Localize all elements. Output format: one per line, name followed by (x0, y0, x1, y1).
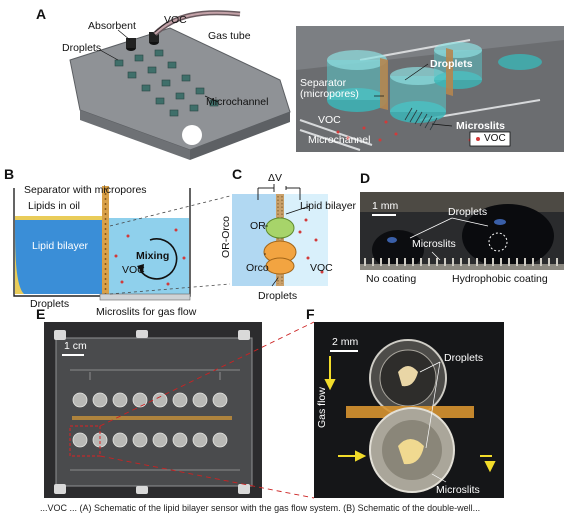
label-microchannel-a-left: Microchannel (206, 96, 269, 108)
label-or: OR (250, 220, 266, 232)
label-scale-2mm: 2 mm (332, 336, 359, 348)
label-droplets-c: Droplets (258, 290, 298, 302)
panel-label-f: F (306, 306, 315, 322)
label-gas-tube: Gas tube (208, 30, 251, 42)
label-lipid-bilayer-b: Lipid bilayer (32, 240, 89, 252)
label-voc-b: VOC (122, 264, 145, 276)
label-droplets-a-left: Droplets (62, 42, 102, 54)
label-orco: Orco (246, 262, 269, 274)
label-or-orco: OR-Orco (220, 216, 232, 258)
label-droplets-d: Droplets (448, 206, 488, 218)
label-separator-a-right: Separator (micropores) (300, 77, 359, 100)
label-microslits-d: Microslits (412, 238, 456, 250)
label-voc-c: VOC (310, 262, 333, 274)
label-scale-1mm: 1 mm (372, 200, 399, 212)
label-separator-micropores: Separator with micropores (24, 184, 147, 196)
label-hydrophobic-coating: Hydrophobic coating (452, 273, 548, 285)
label-droplets-a-right: Droplets (430, 58, 473, 70)
label-absorbent: Absorbent (88, 20, 136, 32)
label-scale-1cm: 1 cm (64, 340, 87, 352)
label-microslits-f: Microslits (436, 484, 480, 496)
label-lipid-bilayer-c: Lipid bilayer (300, 200, 357, 212)
label-no-coating: No coating (366, 273, 417, 285)
label-delta-v: ΔV (268, 172, 283, 184)
label-microslits-gas-flow: Microslits for gas flow (96, 306, 197, 318)
panel-label-d: D (360, 170, 371, 186)
label-voc-a-right: VOC (318, 114, 341, 126)
label-microslits-a-right: Microslits (456, 120, 506, 132)
panel-label-e: E (36, 306, 46, 322)
label-droplets-b: Droplets (30, 298, 70, 310)
label-microchannel-a-right: Microchannel (308, 134, 371, 146)
panel-label-a: A (36, 6, 47, 22)
label-lipids-in-oil: Lipids in oil (28, 200, 80, 212)
figure-caption: ...VOC ... (A) Schematic of the lipid bi… (40, 503, 481, 513)
label-voc-a-left: VOC (164, 14, 187, 26)
panel-label-c: C (232, 166, 243, 182)
label-voc-legend: VOC (484, 133, 506, 144)
panel-label-b: B (4, 166, 15, 182)
label-mixing: Mixing (136, 250, 170, 262)
label-gas-flow: Gas flow (316, 387, 328, 428)
label-droplets-f: Droplets (444, 352, 484, 364)
